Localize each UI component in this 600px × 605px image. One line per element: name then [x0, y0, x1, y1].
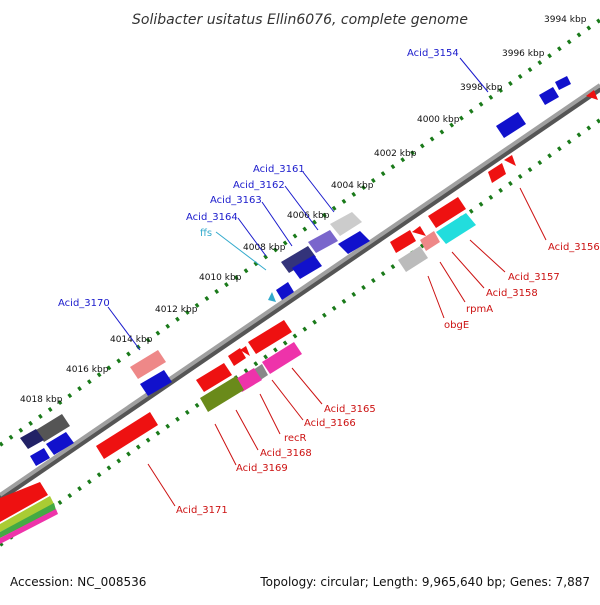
gene-label-acid-3164[interactable]: Acid_3164	[186, 212, 238, 223]
gene-arrow[interactable]	[496, 112, 526, 138]
gene-arrow[interactable]	[0, 503, 56, 538]
gene-label-acid-3161[interactable]: Acid_3161	[253, 164, 305, 175]
gene-arrow[interactable]	[428, 197, 466, 228]
gene-label-ffs[interactable]: ffs	[200, 228, 212, 239]
tick-label: 4014 kbp	[110, 335, 153, 345]
gene-arrow[interactable]	[539, 87, 559, 105]
gene-arrow[interactable]	[0, 509, 58, 544]
forward-labels: Acid_3154 Acid_3161 Acid_3162 Acid_3163 …	[58, 48, 459, 309]
genome-backbone	[0, 83, 600, 497]
tick-label: 4002 kbp	[374, 149, 417, 159]
gene-label-acid-3158[interactable]: Acid_3158	[486, 288, 538, 299]
gene-arrow[interactable]	[30, 448, 50, 466]
genome-backbone-shadow	[0, 85, 600, 501]
forward-genes	[20, 76, 571, 466]
tick-label: 4018 kbp	[20, 395, 63, 405]
reverse-labels: Acid_3156 Acid_3157 Acid_3158 rpmA obgE …	[176, 242, 600, 516]
tick-label: 3998 kbp	[460, 83, 503, 93]
gene-arrow[interactable]	[0, 482, 48, 522]
gene-arrow[interactable]	[398, 246, 428, 272]
gene-arrow[interactable]	[412, 226, 426, 236]
gene-arrow[interactable]	[228, 348, 246, 366]
gene-arrow[interactable]	[0, 496, 54, 532]
gene-label-recr[interactable]: recR	[284, 433, 307, 444]
gene-arrow[interactable]	[436, 213, 476, 244]
gene-arrow[interactable]	[292, 255, 322, 279]
reverse-genes	[0, 90, 598, 544]
gene-label-rpma[interactable]: rpmA	[466, 304, 493, 315]
gene-arrow[interactable]	[330, 212, 362, 236]
tick-label: 4004 kbp	[331, 181, 374, 191]
upper-tick-track	[0, 18, 600, 447]
topology-text: Topology: circular; Length: 9,965,640 bp…	[259, 575, 590, 589]
lower-tick-track	[0, 118, 600, 547]
gene-arrow[interactable]	[338, 231, 370, 254]
gene-arrow[interactable]	[46, 432, 74, 455]
gene-label-acid-3166[interactable]: Acid_3166	[304, 418, 356, 429]
gene-arrow[interactable]	[276, 282, 294, 300]
gene-arrow[interactable]	[96, 412, 158, 459]
gene-arrow[interactable]	[262, 342, 302, 374]
gene-arrow[interactable]	[20, 429, 44, 449]
gene-arrow[interactable]	[130, 350, 166, 379]
tick-label: 4016 kbp	[66, 365, 109, 375]
gene-arrow[interactable]	[240, 346, 250, 356]
gene-arrow[interactable]	[390, 230, 416, 253]
reverse-leader-lines	[147, 187, 547, 507]
tick-label: 3994 kbp	[544, 15, 587, 25]
gene-label-obge[interactable]: obgE	[444, 320, 469, 331]
tick-label: 4010 kbp	[199, 273, 242, 283]
tick-labels: 3994 kbp 3996 kbp 3998 kbp 4000 kbp 4002…	[20, 15, 587, 405]
gene-arrow[interactable]	[555, 76, 571, 90]
gene-label-acid-3171[interactable]: Acid_3171	[176, 505, 228, 516]
tick-label: 4008 kbp	[243, 243, 286, 253]
gene-arrow[interactable]	[281, 246, 316, 273]
gene-arrow[interactable]	[504, 155, 516, 166]
gene-label-acid-3165[interactable]: Acid_3165	[324, 404, 376, 415]
gene-label-acid-3156[interactable]: Acid_3156	[548, 242, 600, 253]
gene-label-acid-3169[interactable]: Acid_3169	[236, 463, 288, 474]
gene-label-acid-3168[interactable]: Acid_3168	[260, 448, 312, 459]
gene-arrow[interactable]	[248, 320, 292, 354]
gene-arrow[interactable]	[36, 414, 70, 442]
gene-arrow[interactable]	[308, 230, 338, 253]
map-title: Solibacter usitatus Ellin6076, complete …	[132, 12, 468, 28]
gene-arrow[interactable]	[196, 363, 232, 392]
gene-arrow[interactable]	[200, 376, 244, 412]
gene-arrow[interactable]	[586, 90, 598, 100]
accession-text: Accession: NC_008536	[10, 575, 146, 589]
gene-arrow[interactable]	[420, 231, 440, 251]
tick-label: 4000 kbp	[417, 115, 460, 125]
gene-label-acid-3154[interactable]: Acid_3154	[407, 48, 459, 59]
gene-arrow[interactable]	[140, 370, 172, 396]
gene-label-acid-3163[interactable]: Acid_3163	[210, 195, 262, 206]
tick-label: 4012 kbp	[155, 305, 198, 315]
tick-label: 4006 kbp	[287, 211, 330, 221]
ffs-gene[interactable]	[268, 292, 276, 302]
gene-label-acid-3170[interactable]: Acid_3170	[58, 298, 110, 309]
forward-leader-lines	[107, 57, 489, 351]
gene-arrow[interactable]	[488, 163, 506, 183]
gene-label-acid-3157[interactable]: Acid_3157	[508, 272, 560, 283]
tick-label: 3996 kbp	[502, 49, 545, 59]
gene-label-acid-3162[interactable]: Acid_3162	[233, 180, 285, 191]
